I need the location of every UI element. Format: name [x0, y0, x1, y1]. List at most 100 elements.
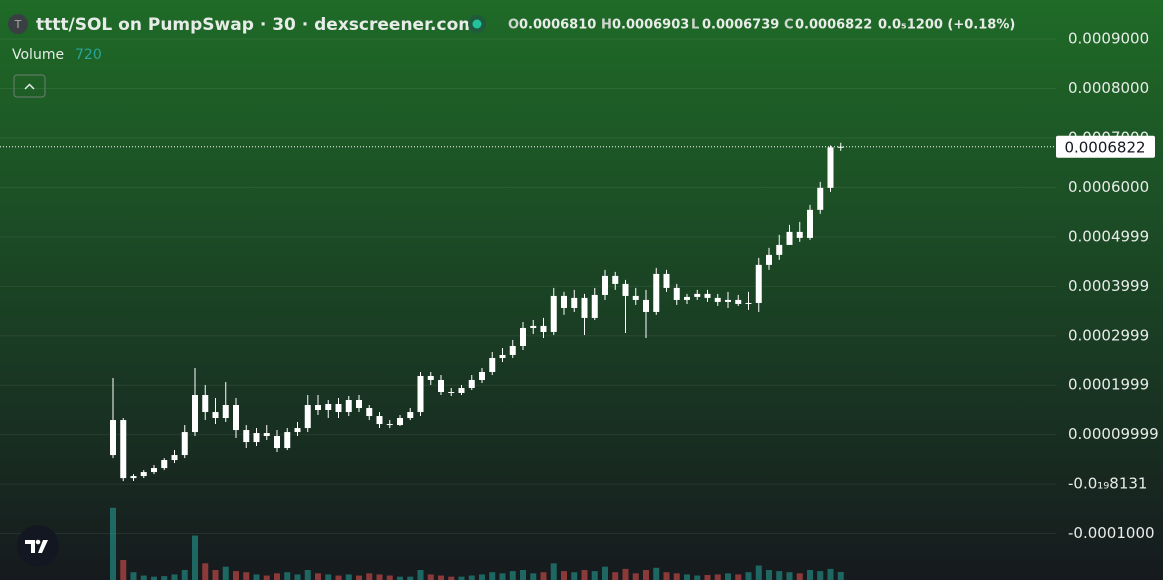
volume-bar [807, 570, 813, 580]
candle-body [438, 379, 444, 393]
y-tick-label: 0.0002999 [1068, 326, 1149, 344]
volume-bar [602, 566, 608, 580]
candle-body [294, 428, 301, 433]
volume-bar [233, 571, 239, 580]
volume-bar [786, 572, 793, 580]
volume-bar [643, 570, 649, 580]
volume-bar [335, 575, 342, 580]
candle-body [807, 209, 813, 238]
volume-bar [612, 572, 619, 580]
volume-bar [140, 575, 147, 580]
volume-bar [417, 570, 424, 580]
candle-body [745, 302, 752, 304]
candle-body [530, 325, 537, 328]
volume-bar [376, 574, 383, 580]
candle-body [591, 294, 598, 318]
volume-bar [294, 574, 301, 580]
volume-bar [837, 572, 844, 580]
candle-body [284, 432, 291, 449]
volume-bar [530, 573, 537, 580]
candle-body [571, 297, 578, 308]
candle-body [561, 295, 567, 308]
candle-body [735, 299, 742, 304]
legend-value: 0.0006903 [612, 18, 689, 33]
grid [0, 38, 1056, 535]
candle-body [140, 472, 147, 477]
candle-body [304, 405, 311, 429]
volume-bar [694, 575, 701, 580]
candle-body [581, 297, 588, 318]
candle-body [632, 295, 639, 300]
candle-body [366, 408, 373, 417]
volume-bar [263, 575, 270, 580]
volume-bar [489, 572, 496, 580]
y-tick-label: 0.00009999 [1068, 425, 1159, 443]
ohlc-legend: O 0.0006810 H 0.0006903 L 0.0006739 C 0.0006822… [508, 18, 1015, 33]
candle-body [274, 436, 280, 449]
volume-bar [745, 572, 752, 580]
candle-body [417, 375, 424, 413]
candle-body [817, 187, 824, 210]
volume-bar [212, 570, 219, 580]
volume-bar [427, 574, 434, 580]
volume-bar [366, 573, 373, 580]
legend-change: 0.0₅1200 (+0.18%) [878, 18, 1015, 33]
volume-bar [438, 575, 444, 580]
volume-bar [468, 575, 475, 580]
volume-bar [550, 563, 557, 580]
candle-body [161, 460, 168, 469]
chart-title: tttt/SOL on PumpSwap · 30 · dexscreener.… [36, 15, 476, 35]
candle-body [151, 468, 157, 473]
volume-bar [796, 573, 803, 580]
last-price-label: 0.0006822 [1064, 138, 1145, 156]
candle-body [694, 293, 701, 297]
volume-bar [315, 573, 321, 580]
candle-body [612, 275, 619, 284]
candle-body [448, 392, 455, 394]
volume-bar [407, 576, 414, 580]
volume-bar [243, 572, 250, 580]
volume-bar [161, 576, 168, 580]
candle-body [602, 275, 608, 295]
volume-bar [386, 575, 393, 580]
volume-bar [479, 574, 485, 580]
volume-bar [345, 574, 352, 580]
candle-body [643, 299, 649, 312]
volume-bar [151, 576, 157, 580]
candle-body [335, 404, 342, 413]
candle-body [397, 418, 403, 426]
tv-logo-dot [35, 539, 41, 545]
volume-bar [253, 574, 260, 580]
candle-body [827, 147, 834, 188]
candle-body [796, 231, 803, 238]
candle-body [110, 420, 116, 456]
collapse-button[interactable] [13, 74, 46, 98]
candle-body [202, 395, 209, 413]
candle-body [766, 254, 772, 265]
candle-body [427, 375, 434, 380]
candle-body [479, 371, 485, 380]
candle-body [520, 327, 526, 346]
candle-body [212, 412, 219, 419]
candle-body [376, 416, 383, 425]
candle-body [489, 357, 496, 372]
candle-body [653, 273, 660, 312]
volume-bar [397, 576, 403, 580]
legend-key: O [508, 18, 519, 33]
candle-body [325, 404, 332, 411]
candle-body [725, 299, 731, 302]
volume-bar [591, 571, 598, 580]
candle-body [622, 283, 629, 296]
price-axis: 0.00090000.00080000.00070000.00060000.00… [0, 30, 1159, 542]
volume-bar [663, 572, 670, 580]
y-tick-label: 0.0009000 [1068, 30, 1149, 48]
y-tick-label: -0.0₁₉8131 [1068, 475, 1147, 493]
candle-body [130, 476, 137, 479]
volume-bar [581, 570, 588, 580]
volume-bar [499, 573, 506, 580]
candle-body [468, 379, 475, 389]
legend-value: 0.0006739 [702, 18, 779, 33]
tv-logo[interactable] [17, 525, 59, 567]
candle-body [509, 345, 516, 355]
volume-bar [120, 560, 127, 580]
